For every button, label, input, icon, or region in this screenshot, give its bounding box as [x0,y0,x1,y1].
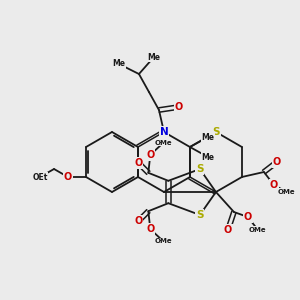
Text: S: S [196,164,204,174]
Text: O: O [134,158,142,168]
Text: OEt: OEt [32,172,48,182]
Text: Me: Me [201,152,214,161]
Text: Me: Me [201,133,214,142]
Text: O: O [270,180,278,190]
Text: OMe: OMe [249,227,267,233]
Text: O: O [175,102,183,112]
Text: S: S [196,210,204,220]
Text: O: O [273,157,281,167]
Text: Me: Me [148,52,160,62]
Text: O: O [64,172,72,182]
Text: O: O [244,212,252,222]
Text: OMe: OMe [154,140,172,146]
Text: O: O [146,224,154,234]
Text: S: S [212,127,220,137]
Text: N: N [160,127,168,137]
Text: OMe: OMe [278,189,296,195]
Text: Me: Me [112,59,125,68]
Text: OMe: OMe [154,238,172,244]
Text: O: O [146,150,154,160]
Text: O: O [134,216,142,226]
Text: O: O [224,225,232,235]
